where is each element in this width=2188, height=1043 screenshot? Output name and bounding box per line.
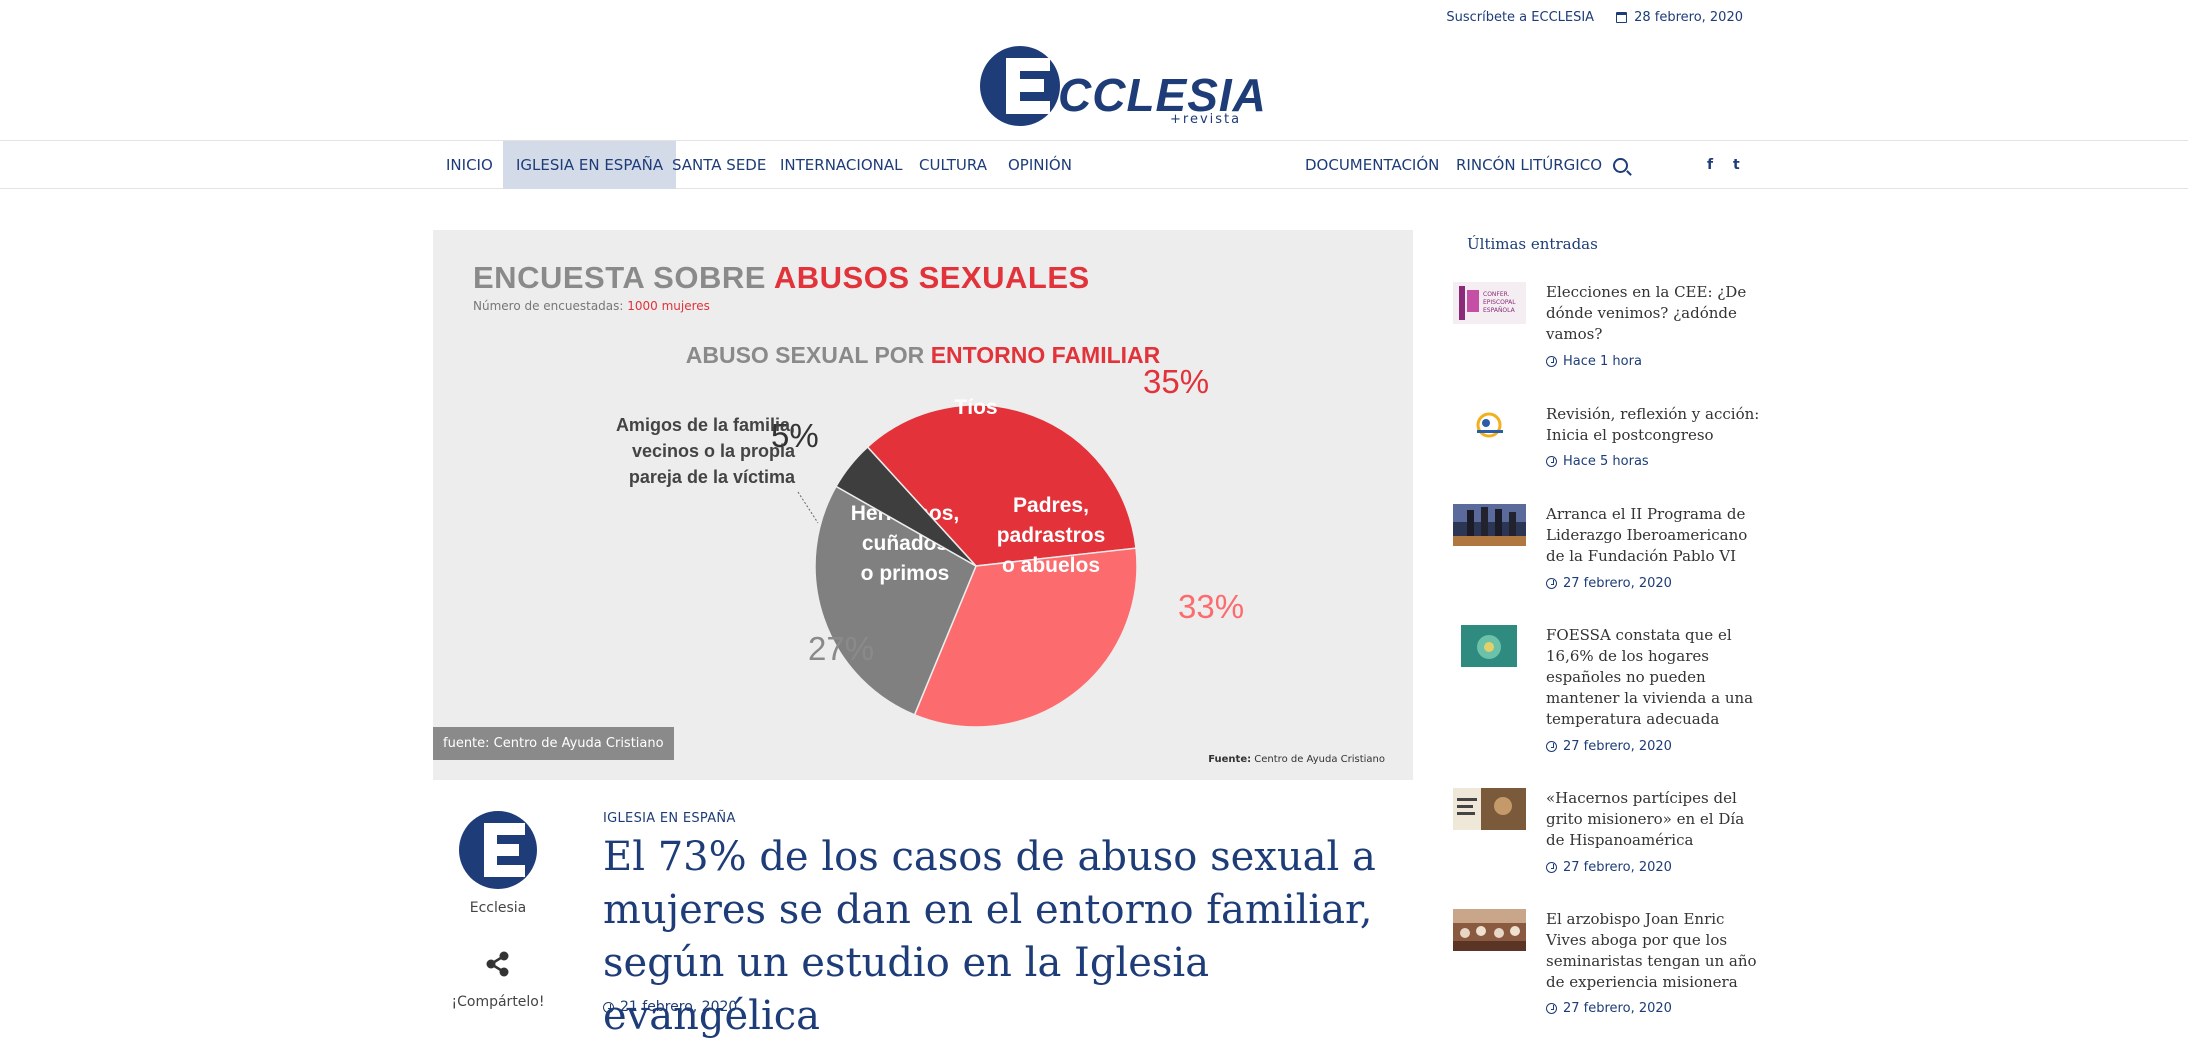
logo-emblem [980, 46, 1060, 126]
pie-percent-label: 5% [771, 417, 819, 454]
image-caption: fuente: Centro de Ayuda Cristiano [433, 727, 674, 760]
calendar-icon [1616, 12, 1628, 23]
sidebar-entry-time: Hace 5 horas [1546, 454, 1649, 469]
sidebar-entry-time-text: 27 febrero, 2020 [1563, 739, 1672, 754]
infographic-subtitle: Número de encuestadas: 1000 mujeres [473, 299, 710, 313]
pie-percent-label: 33% [1178, 588, 1244, 625]
sidebar-entry-time: 27 febrero, 2020 [1546, 739, 1672, 754]
sidebar-entry-time: Hace 1 hora [1546, 354, 1642, 369]
side-label-amigos: Amigos de la familia, vecinos o la propi… [615, 415, 795, 487]
clock-icon [1546, 356, 1557, 367]
pie-slice [835, 445, 977, 567]
author-avatar[interactable] [459, 811, 537, 889]
nav-inicio[interactable]: INICIO [446, 156, 493, 174]
pie-percent-label: 35% [1143, 363, 1209, 400]
nav-santa-sede[interactable]: SANTA SEDE [672, 156, 767, 174]
nav-rincon-liturgico[interactable]: RINCÓN LITÚRGICO [1456, 156, 1603, 174]
share-icon[interactable] [484, 950, 512, 978]
image-source: Fuente: Centro de Ayuda Cristiano [1208, 754, 1385, 765]
sidebar-entry-time-text: 27 febrero, 2020 [1563, 860, 1672, 875]
sidebar-entry-time-text: 27 febrero, 2020 [1563, 576, 1672, 591]
main-nav: INICIO IGLESIA EN ESPAÑA SANTA SEDE INTE… [0, 140, 2188, 189]
sub-part-a: Número de encuestadas: [473, 299, 628, 313]
nav-opinion[interactable]: OPINIÓN [1008, 156, 1072, 174]
pie-slice-label: padrastros [997, 524, 1106, 547]
article-date: 21 febrero, 2020 [603, 999, 737, 1015]
author-name[interactable]: Ecclesia [469, 900, 527, 916]
pie-percent-label: 27% [808, 630, 874, 667]
pie-slice [866, 404, 1137, 567]
title-part-a: ENCUESTA SOBRE [473, 260, 774, 295]
sub-part-b: 1000 mujeres [627, 299, 710, 313]
congreso-logo-thumb[interactable] [1453, 404, 1526, 446]
clock-icon [1546, 578, 1557, 589]
sidebar-entry-time: 27 febrero, 2020 [1546, 576, 1672, 591]
poster-photo-thumb[interactable] [1453, 788, 1526, 830]
sidebar-entry-time-text: 27 febrero, 2020 [1563, 1001, 1672, 1016]
sidebar-entry-title[interactable]: Elecciones en la CEE: ¿De dónde venimos?… [1546, 283, 1747, 343]
sidebar-entry-title[interactable]: «Hacernos partícipes del grito misionero… [1546, 789, 1745, 849]
clock-icon [603, 1001, 614, 1013]
sidebar-entry-time: 27 febrero, 2020 [1546, 860, 1672, 875]
pie-slice-label: o abuelos [1002, 554, 1100, 577]
chart-title-b: ENTORNO FAMILIAR [930, 342, 1161, 368]
featured-image: ENCUESTA SOBRE ABUSOS SEXUALES Número de… [433, 230, 1413, 780]
sidebar-entry-time-text: Hace 5 horas [1563, 454, 1649, 469]
meeting-photo-thumb[interactable] [1453, 909, 1526, 951]
infographic-title: ENCUESTA SOBRE ABUSOS SEXUALES [473, 260, 1090, 296]
svg-text:EPISCOPAL: EPISCOPAL [1483, 299, 1516, 306]
article-date-text: 21 febrero, 2020 [620, 999, 738, 1015]
sidebar-entry-time: 27 febrero, 2020 [1546, 1001, 1672, 1016]
cee-logo-thumb[interactable]: CONFER. EPISCOPAL ESPAÑOLA [1453, 282, 1526, 324]
site-logo[interactable]: CCLESIA +revista [980, 46, 1266, 130]
clock-icon [1546, 862, 1557, 873]
clock-icon [1546, 741, 1557, 752]
pie-slice [913, 547, 1138, 728]
share-label[interactable]: ¡Compártelo! [451, 994, 545, 1010]
svg-text:CONFER.: CONFER. [1483, 291, 1510, 298]
sidebar-entry-title[interactable]: Revisión, reflexión y acción: Inicia el … [1546, 405, 1760, 444]
logo-wordmark: CCLESIA [1058, 69, 1267, 121]
sidebar-title: Últimas entradas [1467, 235, 1598, 253]
sidebar-entry-title[interactable]: El arzobispo Joan Enric Vives aboga por … [1546, 910, 1757, 991]
pie-slice-label: Padres, [1013, 494, 1089, 517]
source-label: Fuente: [1208, 754, 1252, 765]
nav-cultura[interactable]: CULTURA [919, 156, 987, 174]
chart-title-a: ABUSO SEXUAL POR [685, 342, 931, 368]
chart-title: ABUSO SEXUAL POR ENTORNO FAMILIAR [433, 342, 1413, 369]
current-date-text: 28 febrero, 2020 [1634, 10, 1743, 25]
leader-line [797, 491, 819, 524]
sidebar-entry-title[interactable]: Arranca el II Programa de Liderazgo Iber… [1546, 505, 1748, 565]
title-part-b: ABUSOS SEXUALES [773, 260, 1090, 295]
pie-slice-label: o primos [861, 562, 950, 585]
towers-photo-thumb[interactable] [1453, 504, 1526, 546]
twitter-icon[interactable]: t [1733, 157, 1740, 173]
article-headline: El 73% de los casos de abuso sexual a mu… [603, 834, 1376, 1039]
facebook-icon[interactable]: f [1707, 157, 1714, 173]
article-category[interactable]: IGLESIA EN ESPAÑA [603, 811, 736, 826]
svg-text:ESPAÑOLA: ESPAÑOLA [1483, 307, 1516, 314]
logo-subtitle: +revista [1170, 112, 1242, 127]
source-text: Centro de Ayuda Cristiano [1251, 754, 1385, 765]
nav-internacional[interactable]: INTERNACIONAL [780, 156, 903, 174]
current-date: 28 febrero, 2020 [1616, 10, 1743, 25]
subscribe-link[interactable]: Suscríbete a ECCLESIA [1446, 10, 1595, 25]
pie-slice-label: Tíos [954, 396, 997, 419]
foessa-photo-thumb[interactable] [1453, 625, 1526, 667]
search-icon[interactable] [1613, 158, 1628, 173]
top-utility-bar: Suscríbete a ECCLESIA 28 febrero, 2020 [1446, 10, 1743, 25]
sidebar-entry-time-text: Hace 1 hora [1563, 354, 1642, 369]
clock-icon [1546, 456, 1557, 467]
clock-icon [1546, 1003, 1557, 1014]
nav-iglesia-en-espana[interactable]: IGLESIA EN ESPAÑA [503, 141, 677, 189]
sidebar-entry-title[interactable]: FOESSA constata que el 16,6% de los hoga… [1546, 626, 1754, 728]
nav-documentacion[interactable]: DOCUMENTACIÓN [1305, 156, 1440, 174]
